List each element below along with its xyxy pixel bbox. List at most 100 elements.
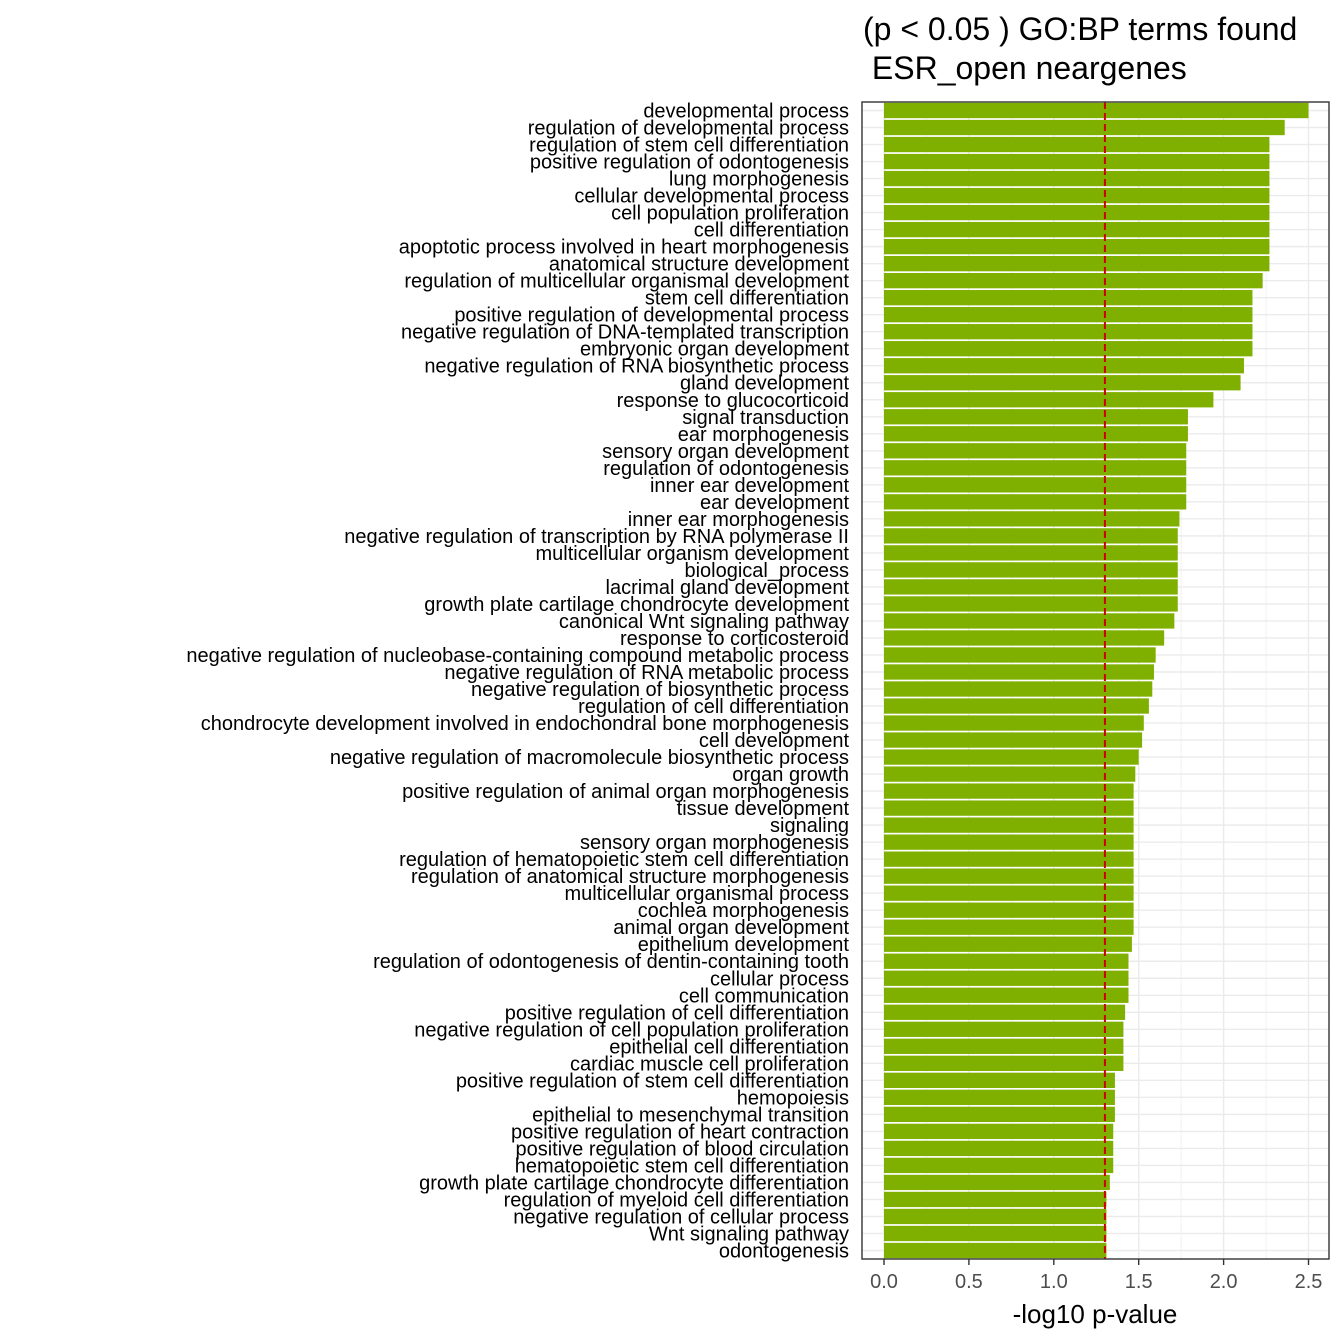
category-label: signaling <box>770 815 849 837</box>
category-label: cochlea morphogenesis <box>638 900 849 922</box>
category-label: lung morphogenesis <box>669 169 849 191</box>
category-label: regulation of odontogenesis <box>603 458 849 480</box>
category-label: canonical Wnt signaling pathway <box>559 611 849 633</box>
bar <box>884 579 1178 595</box>
bar <box>884 1038 1124 1054</box>
bar <box>884 119 1285 136</box>
category-label: chondrocyte development involved in endo… <box>201 713 849 735</box>
bar <box>884 153 1270 170</box>
bar <box>884 851 1134 867</box>
category-label: ear development <box>700 492 849 514</box>
bar <box>884 511 1180 527</box>
bar <box>884 1174 1110 1191</box>
category-label: inner ear development <box>650 475 849 497</box>
category-label: hemopoiesis <box>737 1087 849 1109</box>
bar <box>884 477 1187 493</box>
bar <box>884 324 1253 340</box>
bar <box>884 783 1134 799</box>
category-label: odontogenesis <box>719 1240 849 1262</box>
category-label: growth plate cartilage chondrocyte devel… <box>424 594 849 616</box>
category-label: cardiac muscle cell proliferation <box>570 1053 849 1075</box>
bar <box>884 187 1270 204</box>
bar <box>884 221 1270 238</box>
category-label: hematopoietic stem cell differentiation <box>515 1155 849 1177</box>
category-label: stem cell differentiation <box>645 288 849 310</box>
bar <box>884 255 1270 272</box>
category-label: anatomical structure development <box>549 254 850 276</box>
bar <box>884 1157 1114 1174</box>
category-label: response to glucocorticoid <box>617 390 849 412</box>
category-label: cell differentiation <box>694 220 849 242</box>
bar <box>884 715 1144 731</box>
bar <box>884 1072 1115 1089</box>
bar <box>884 681 1153 697</box>
x-tick-label: 2.5 <box>1295 1271 1323 1293</box>
bar <box>884 630 1165 646</box>
category-label: regulation of multicellular organismal d… <box>404 271 849 293</box>
bar <box>884 1021 1124 1037</box>
category-label: cell communication <box>679 985 849 1007</box>
bar <box>884 443 1187 459</box>
category-label: growth plate cartilage chondrocyte diffe… <box>419 1172 849 1194</box>
bar <box>884 919 1134 935</box>
category-label: response to corticosteroid <box>620 628 849 650</box>
category-label: regulation of developmental process <box>528 118 849 140</box>
bar <box>884 1208 1107 1225</box>
category-label: regulation of odontogenesis of dentin-co… <box>373 951 849 973</box>
bar <box>884 817 1134 833</box>
category-label: regulation of anatomical structure morph… <box>411 866 849 888</box>
bar <box>884 290 1253 306</box>
bar <box>884 341 1253 357</box>
category-label: apoptotic process involved in heart morp… <box>399 237 849 259</box>
category-label: positive regulation of cell differentiat… <box>505 1002 849 1024</box>
bar <box>884 664 1154 680</box>
bar <box>884 834 1134 850</box>
bar <box>884 170 1270 187</box>
category-label: cell development <box>699 730 850 752</box>
category-label: positive regulation of heart contraction <box>511 1121 849 1143</box>
bar <box>884 494 1187 510</box>
category-label: multicellular organismal process <box>564 883 849 905</box>
bar <box>884 987 1129 1003</box>
bar <box>884 936 1132 952</box>
category-label: positive regulation of odontogenesis <box>530 152 849 174</box>
bar <box>884 238 1270 255</box>
bar <box>884 596 1178 612</box>
category-label: regulation of stem cell differentiation <box>529 135 849 157</box>
bar <box>884 307 1253 323</box>
bar <box>884 358 1244 374</box>
panel-border <box>861 101 1330 1260</box>
category-label: regulation of cell differentiation <box>578 696 849 718</box>
bar <box>884 375 1241 391</box>
bar <box>884 1123 1114 1140</box>
bar <box>884 1089 1115 1106</box>
category-label: negative regulation of DNA-templated tra… <box>401 322 849 344</box>
bar <box>884 562 1178 578</box>
category-label: negative regulation of RNA biosynthetic … <box>424 356 849 378</box>
category-label: animal organ development <box>613 917 849 939</box>
category-label: signal transduction <box>682 407 849 429</box>
category-label: developmental process <box>643 101 849 123</box>
bar <box>884 800 1134 816</box>
bar <box>884 953 1129 969</box>
bar <box>884 613 1175 629</box>
bar <box>884 749 1139 765</box>
category-label: gland development <box>680 373 849 395</box>
x-tick-label: 1.5 <box>1125 1271 1153 1293</box>
bar <box>884 272 1263 289</box>
category-label: inner ear morphogenesis <box>628 509 849 531</box>
bar <box>884 528 1178 544</box>
x-axis-ticks: 0.0 0.5 1.0 1.5 2.0 2.5 <box>870 1259 1322 1293</box>
chart-title-line-2: ESR_open neargenes <box>863 50 1187 86</box>
category-label: biological_process <box>684 560 849 582</box>
category-label: epithelial to mesenchymal transition <box>532 1104 849 1126</box>
category-label: positive regulation of stem cell differe… <box>456 1070 849 1092</box>
bar <box>884 1191 1107 1208</box>
category-label: negative regulation of nucleobase-contai… <box>186 645 849 667</box>
category-label: negative regulation of transcription by … <box>344 526 849 548</box>
category-label: cellular process <box>710 968 849 990</box>
category-label: sensory organ morphogenesis <box>580 832 849 854</box>
bar <box>884 732 1143 748</box>
